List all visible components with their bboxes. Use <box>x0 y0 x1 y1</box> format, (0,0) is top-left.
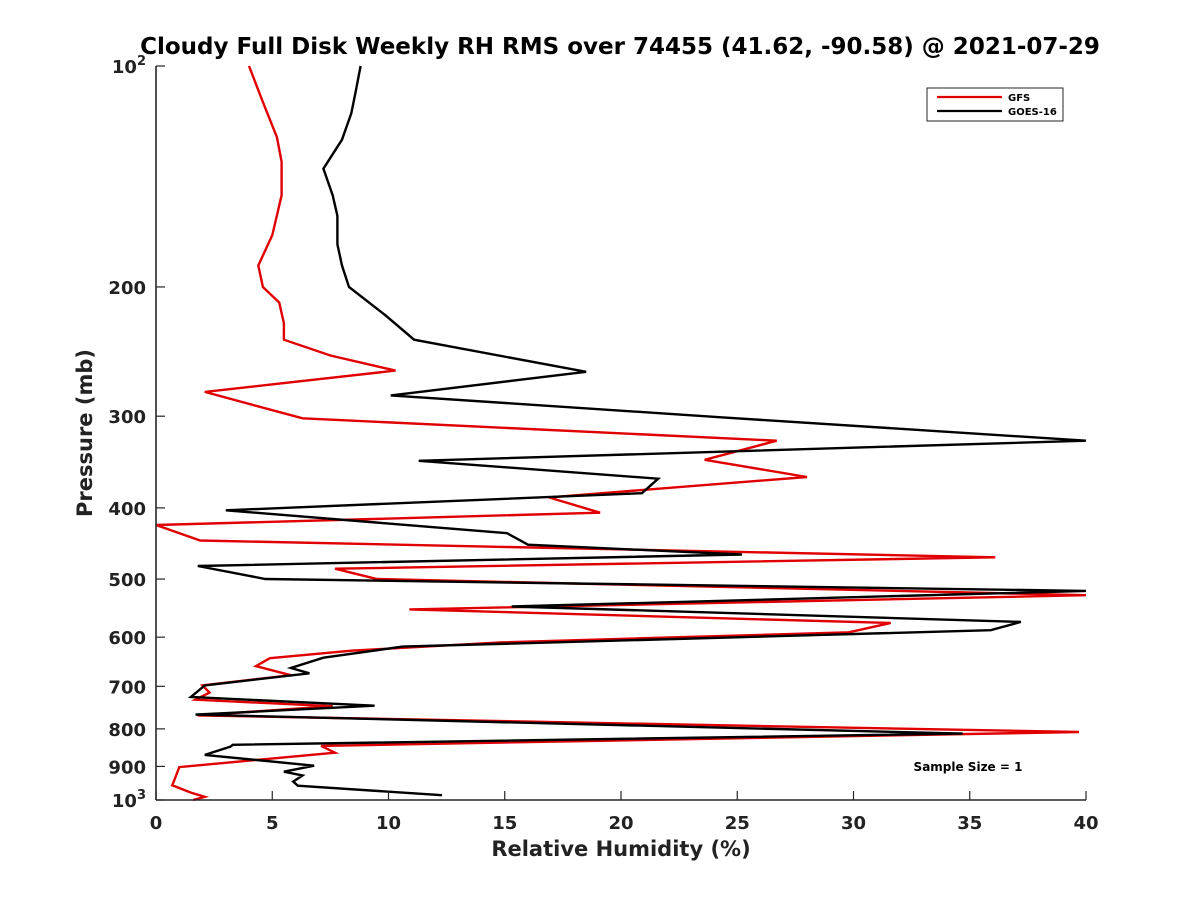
y-tick-label: 400 <box>108 499 146 520</box>
y-tick-label: 102 <box>112 54 146 78</box>
y-axis-ticks: 102 200 300 400 500 600 700 800 900 103 <box>108 54 165 812</box>
plot-area: 0 5 10 15 20 25 30 35 40 102 200 300 400 500 600 700 80… <box>108 54 1098 834</box>
x-tick-label: 25 <box>725 813 750 834</box>
y-tick-label: 700 <box>108 677 146 698</box>
y-tick-label: 200 <box>108 278 146 299</box>
y-tick-label: 600 <box>108 628 146 649</box>
x-tick-label: 20 <box>608 813 633 834</box>
legend-box <box>926 87 1064 122</box>
y-axis-label: Pressure (mb) <box>73 349 97 517</box>
y-tick-label: 103 <box>112 788 146 812</box>
x-tick-label: 0 <box>150 813 163 834</box>
x-tick-label: 30 <box>841 813 866 834</box>
y-tick-label: 800 <box>108 720 146 741</box>
legend-label-gfs: GFS <box>1008 93 1030 104</box>
series-line-goes16 <box>187 65 1087 797</box>
x-tick-label: 40 <box>1073 813 1098 834</box>
x-axis-label: Relative Humidity (%) <box>491 837 750 861</box>
legend-label-goes16: GOES-16 <box>1008 107 1057 118</box>
series-layer <box>155 65 1087 801</box>
x-axis-ticks: 0 5 10 15 20 25 30 35 40 <box>150 791 1099 834</box>
legend: GFS GOES-16 <box>926 87 1064 122</box>
x-tick-label: 10 <box>376 813 401 834</box>
x-tick-label: 5 <box>266 813 279 834</box>
y-tick-label: 500 <box>108 570 146 591</box>
x-tick-label: 35 <box>957 813 982 834</box>
x-tick-label: 15 <box>492 813 517 834</box>
y-tick-label: 300 <box>108 407 146 428</box>
chart-title: Cloudy Full Disk Weekly RH RMS over 7445… <box>140 34 1100 60</box>
y-tick-label: 900 <box>108 757 146 778</box>
sample-size-annotation: Sample Size = 1 <box>914 760 1023 774</box>
